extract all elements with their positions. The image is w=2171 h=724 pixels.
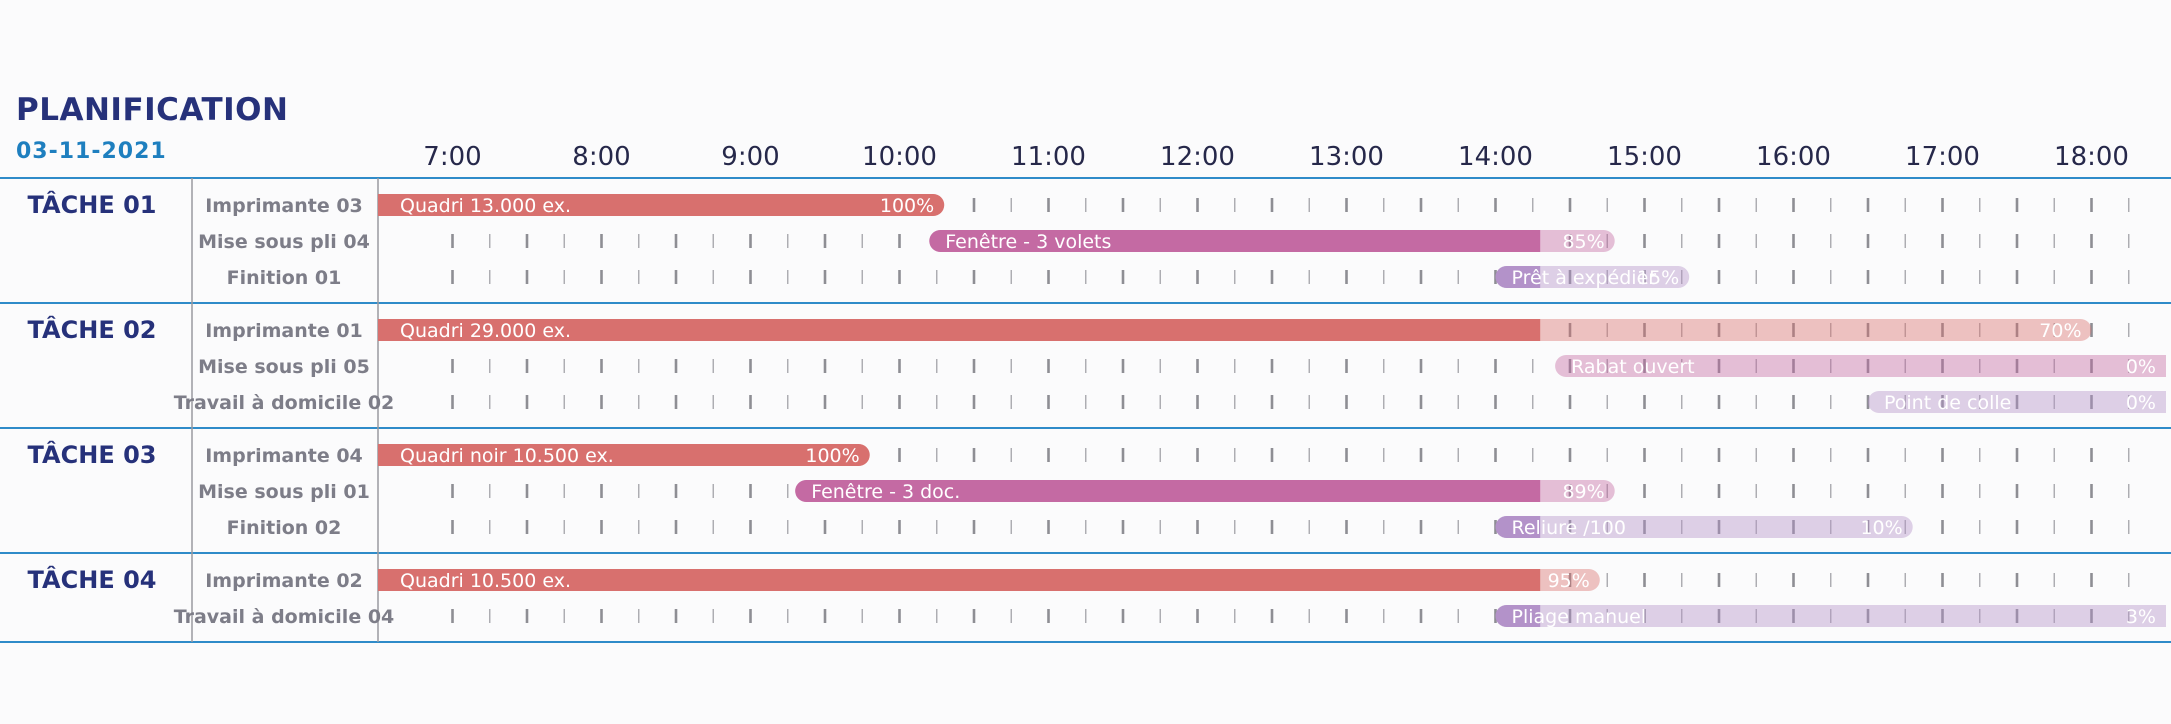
task-bar[interactable]: Fenêtre - 3 doc. 89%	[795, 480, 1615, 503]
task-label: TÂCHE 02	[28, 315, 157, 344]
bar-progress: 100%	[805, 445, 859, 467]
bar-done	[1495, 266, 1541, 288]
bar-remaining	[1495, 266, 1690, 288]
task-label: TÂCHE 03	[28, 440, 157, 469]
hour-label: 7:00	[423, 142, 481, 172]
bar-progress: 95%	[1548, 570, 1590, 592]
bar-label: Reliure /100	[1512, 517, 1626, 539]
hour-axis: 7:00 8:00 9:00 10:00 11:00 12:00 13:00 14:00 15:…	[423, 142, 2129, 172]
task-bar[interactable]: Quadri 13.000 ex. 100%	[378, 194, 945, 217]
bar-progress: 3%	[2126, 606, 2156, 628]
bar-remaining	[1868, 391, 2166, 413]
resource-label: Travail à domicile 04	[174, 606, 395, 628]
task-label: TÂCHE 04	[28, 565, 157, 594]
task-bar[interactable]: Quadri 29.000 ex. 70%	[378, 319, 2092, 342]
bar-remaining	[1495, 605, 2166, 627]
task-bar[interactable]: Quadri noir 10.500 ex. 100%	[378, 444, 870, 467]
bar-done	[1495, 605, 1541, 627]
bar-progress: 0%	[2126, 392, 2156, 414]
hour-label: 15:00	[1607, 142, 1682, 172]
hour-label: 9:00	[721, 142, 779, 172]
resource-label: Mise sous pli 01	[198, 481, 370, 503]
bar-label: Prêt à expédier	[1512, 267, 1657, 289]
task-bar[interactable]: Fenêtre - 3 volets 85%	[929, 230, 1615, 253]
bars-layer: Quadri 13.000 ex. 100% Fenêtre - 3 volets 8…	[378, 194, 2166, 628]
bar-done	[378, 444, 870, 466]
bar-done	[378, 319, 1541, 341]
resource-label: Travail à domicile 02	[174, 392, 395, 414]
task-bar[interactable]: Quadri 10.500 ex. 95%	[378, 569, 1600, 592]
resource-label: Finition 01	[227, 267, 342, 289]
resource-label: Mise sous pli 04	[198, 231, 370, 253]
task-bar[interactable]: Point de colle 0%	[1868, 391, 2166, 414]
bar-remaining	[1495, 516, 1913, 538]
bar-remaining	[1555, 355, 2166, 377]
resource-label: Imprimante 04	[205, 445, 363, 467]
hour-label: 13:00	[1309, 142, 1384, 172]
bar-progress: 85%	[1562, 231, 1604, 253]
bar-progress: 100%	[880, 195, 934, 217]
bar-progress: 89%	[1562, 481, 1604, 503]
bar-progress: 70%	[2039, 320, 2081, 342]
task-label: TÂCHE 01	[28, 190, 157, 219]
bar-label: Rabat ouvert	[1571, 356, 1694, 378]
hour-label: 8:00	[572, 142, 630, 172]
hour-label: 17:00	[1905, 142, 1980, 172]
bar-done	[929, 230, 1541, 253]
resource-label: Mise sous pli 05	[198, 356, 370, 378]
task-bar[interactable]: Rabat ouvert 0%	[1555, 355, 2166, 378]
hour-label: 18:00	[2054, 142, 2129, 172]
task-bar[interactable]: Reliure /100 10%	[1495, 516, 1913, 539]
bar-done	[795, 480, 1541, 502]
hour-label: 16:00	[1756, 142, 1831, 172]
bar-done	[378, 569, 1541, 591]
bar-done	[1495, 516, 1541, 538]
separator-layer	[0, 177, 2171, 643]
bar-label: Fenêtre - 3 volets	[945, 231, 1111, 253]
bar-label: Quadri noir 10.500 ex.	[400, 445, 614, 467]
hour-label: 12:00	[1160, 142, 1235, 172]
bar-label: Point de colle	[1884, 392, 2011, 414]
bar-done	[378, 194, 945, 216]
hour-label: 10:00	[862, 142, 937, 172]
bar-label: Quadri 10.500 ex.	[400, 570, 571, 592]
bar-progress: 15%	[1637, 267, 1679, 289]
resource-label: Imprimante 03	[205, 195, 363, 217]
hour-label: 14:00	[1458, 142, 1533, 172]
bar-label: Pliage manuel	[1512, 606, 1647, 628]
bar-label: Quadri 13.000 ex.	[400, 195, 571, 217]
task-bar[interactable]: Pliage manuel 3%	[1495, 605, 2167, 628]
resource-label: Imprimante 02	[205, 570, 363, 592]
hour-label: 11:00	[1011, 142, 1086, 172]
labels-layer: TÂCHE 01 TÂCHE 02 TÂCHE 03 TÂCHE 04 Impriman…	[28, 190, 395, 628]
bar-progress: 0%	[2126, 356, 2156, 378]
page-title: PLANIFICATION	[16, 92, 289, 128]
resource-label: Finition 02	[227, 517, 342, 539]
bar-label: Fenêtre - 3 doc.	[811, 481, 960, 503]
planning-date: 03-11-2021	[16, 139, 167, 164]
resource-label: Imprimante 01	[205, 320, 363, 342]
bar-progress: 10%	[1860, 517, 1902, 539]
bar-label: Quadri 29.000 ex.	[400, 320, 571, 342]
